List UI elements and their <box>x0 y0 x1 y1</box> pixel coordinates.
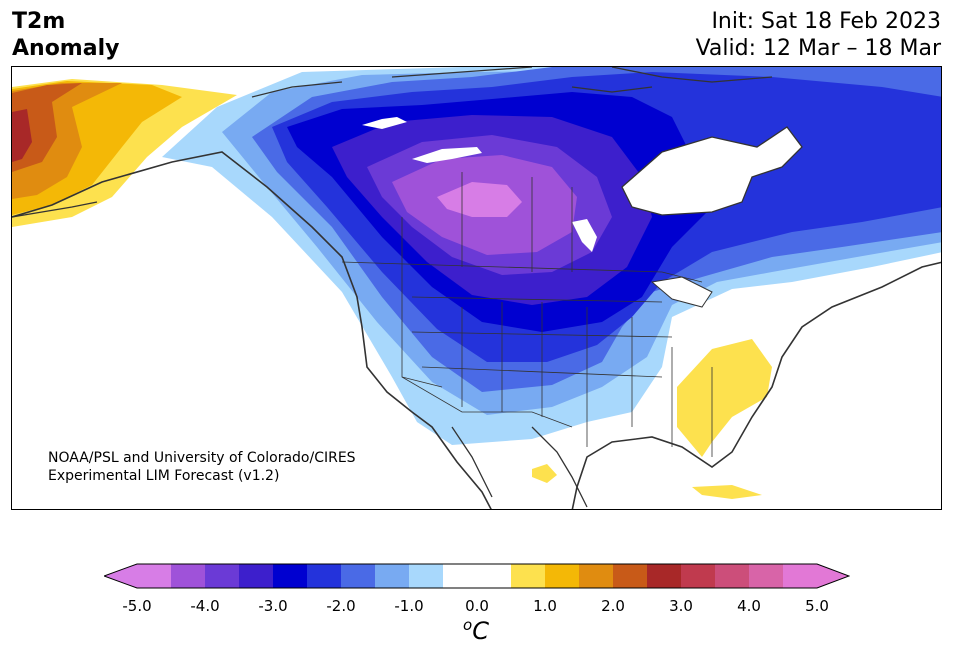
aleutians <box>12 201 98 218</box>
colorbar-cell <box>545 564 580 588</box>
colorbar-ticks: -5.0 -4.0 -3.0 -2.0 -1.0 0.0 1.0 2.0 3.0 4.0 5.0 <box>0 597 953 617</box>
colorbar-cell <box>647 564 682 588</box>
colorbar-tick-label: 5.0 <box>805 597 829 615</box>
init-date: Init: Sat 18 Feb 2023 <box>711 9 941 34</box>
title-line-variable: T2m <box>12 9 66 34</box>
contour-alaska-p2 <box>12 83 82 172</box>
contour-cold-m5 <box>437 182 522 217</box>
colorbar-tick-label: 3.0 <box>669 597 693 615</box>
colorbar <box>104 563 850 589</box>
colorbar-tick-label: -1.0 <box>394 597 424 615</box>
colorbar-cell <box>273 564 308 588</box>
unit-letter: C <box>472 617 489 645</box>
colorbar-cell <box>477 564 512 588</box>
hudson-bay <box>621 126 803 216</box>
colorbar-cell <box>205 564 240 588</box>
arctic-islands <box>251 67 773 98</box>
colorbar-tick-label: 0.0 <box>465 597 489 615</box>
map-title: T2m Anomaly <box>12 8 119 62</box>
colorbar-cell <box>715 564 750 588</box>
contour-alaska-p25 <box>12 109 32 162</box>
colorbar-cell <box>443 564 478 588</box>
mexico-coast <box>451 426 588 508</box>
colorbar-tick-label: -5.0 <box>122 597 152 615</box>
contour-cuba-p05 <box>692 485 762 499</box>
colorbar-tick-label: -2.0 <box>326 597 356 615</box>
contour-se-p05 <box>677 339 772 457</box>
contour-mexico-p05 <box>532 464 557 483</box>
map-canvas <box>12 67 941 509</box>
colorbar-cell <box>239 564 274 588</box>
political-borders <box>341 172 713 457</box>
colorbar-cell <box>613 564 648 588</box>
colorbar-cell <box>341 564 376 588</box>
anomaly-map <box>11 66 942 510</box>
forecast-dates: Init: Sat 18 Feb 2023 Valid: 12 Mar – 18… <box>696 8 941 62</box>
colorbar-cell <box>171 564 206 588</box>
colorbar-tick-label: -4.0 <box>190 597 220 615</box>
credit-line-2: Experimental LIM Forecast (v1.2) <box>48 468 280 484</box>
colorbar-cell <box>104 564 171 588</box>
colorbar-tick-label: 4.0 <box>737 597 761 615</box>
data-credit: NOAA/PSL and University of Colorado/CIRE… <box>48 449 356 485</box>
coastline <box>12 151 941 509</box>
colorbar-tick-label: 2.0 <box>601 597 625 615</box>
colorbar-cell <box>409 564 444 588</box>
colorbar-unit: oC <box>463 616 489 645</box>
colorbar-outline <box>104 563 850 589</box>
colorbar-cell <box>783 564 849 588</box>
lake-winnipeg <box>572 219 597 252</box>
colorbar-tick-label: 1.0 <box>533 597 557 615</box>
credit-line-1: NOAA/PSL and University of Colorado/CIRE… <box>48 450 356 466</box>
valid-date: Valid: 12 Mar – 18 Mar <box>695 36 941 61</box>
colorbar-cell <box>749 564 784 588</box>
great-slave-lake <box>412 147 482 163</box>
colorbar-cell <box>579 564 614 588</box>
colorbar-cells <box>104 564 849 588</box>
colorbar-cell <box>681 564 716 588</box>
great-lakes <box>650 276 713 308</box>
title-line-anomaly: Anomaly <box>12 36 120 61</box>
unit-degree: o <box>463 616 473 634</box>
colorbar-cell <box>511 564 546 588</box>
colorbar-tick-label: -3.0 <box>258 597 288 615</box>
colorbar-cell <box>307 564 342 588</box>
colorbar-cell <box>375 564 410 588</box>
great-bear-lake <box>362 117 407 129</box>
